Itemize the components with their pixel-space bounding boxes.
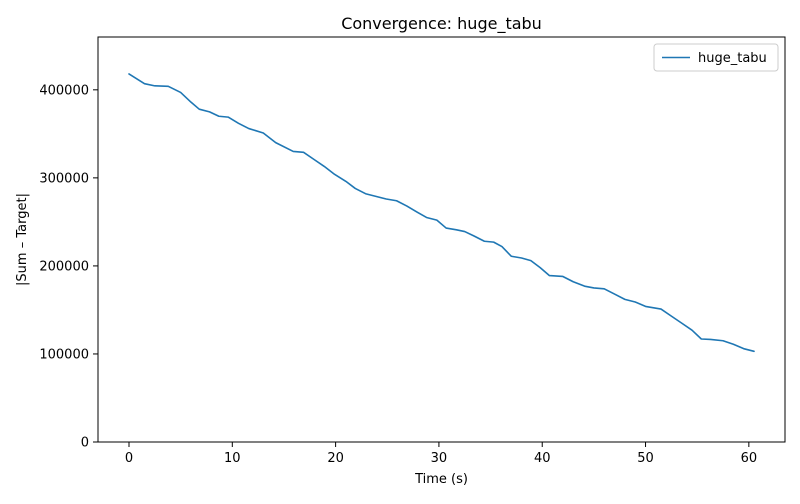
legend-label: huge_tabu	[698, 51, 767, 66]
x-tick-label: 60	[741, 451, 758, 466]
y-axis-ticks: 0 100000 200000 300000 400000	[39, 83, 98, 451]
x-tick-label: 50	[637, 451, 654, 466]
legend: huge_tabu	[653, 43, 779, 72]
x-tick-label: 10	[224, 451, 241, 466]
y-tick-label: 0	[81, 436, 89, 451]
y-tick-label: 300000	[39, 171, 89, 186]
series-layer	[128, 73, 755, 353]
legend-box	[653, 43, 779, 72]
series-line-huge_tabu	[128, 73, 755, 353]
y-axis-label: |Sum – Target|	[15, 193, 30, 286]
x-axis-label: Time (s)	[414, 472, 468, 487]
chart-title: Convergence: huge_tabu	[341, 14, 542, 34]
x-tick-label: 30	[431, 451, 448, 466]
plot-frame	[97, 36, 786, 443]
x-tick-label: 20	[327, 451, 344, 466]
y-tick-label: 200000	[39, 259, 89, 274]
x-axis-ticks: 0 10 20 30 40 50 60	[125, 442, 757, 466]
y-tick-label: 100000	[39, 347, 89, 362]
x-tick-label: 40	[534, 451, 551, 466]
y-tick-label: 400000	[39, 83, 89, 98]
x-tick-label: 0	[125, 451, 133, 466]
